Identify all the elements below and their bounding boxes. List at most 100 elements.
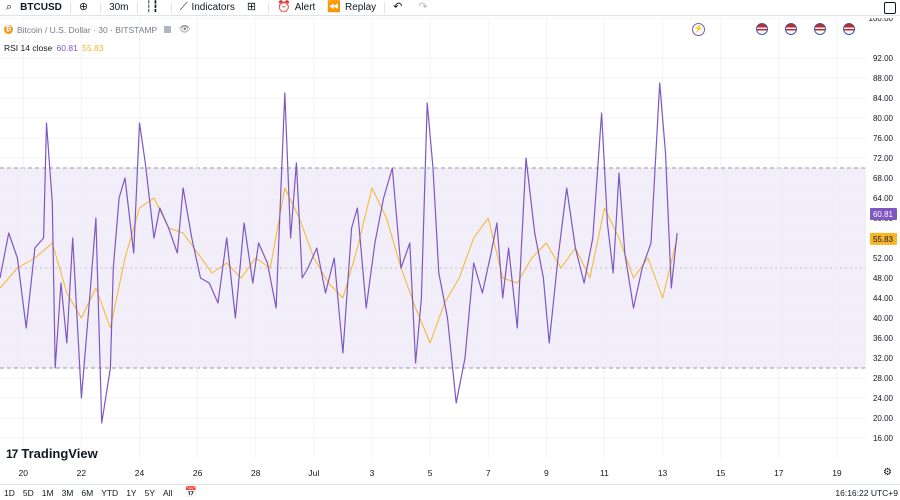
alert-label: Alert	[294, 2, 316, 13]
x-axis-tick-label: 5	[428, 468, 433, 478]
toolbar-divider	[100, 1, 102, 14]
eye-icon[interactable]: 👁	[179, 24, 191, 34]
y-axis-tick-label: 80.00	[873, 114, 894, 123]
x-axis-tick-label: Jul	[308, 468, 319, 478]
bitcoin-icon: ₿	[4, 25, 13, 34]
alert-button[interactable]: ⏰ Alert	[271, 0, 321, 16]
series-legend[interactable]: ₿ Bitcoin / U.S. Dollar · 30 · BITSTAMP …	[4, 24, 191, 35]
symbol-marker-icon	[164, 26, 172, 33]
x-axis-tick-label: 28	[251, 468, 261, 478]
us-flag-event-icon[interactable]	[843, 23, 855, 35]
calendar-icon[interactable]: 📅	[184, 487, 197, 498]
y-axis-tick-label: 36.00	[873, 334, 894, 343]
grid-icon: ⊞	[246, 1, 257, 13]
y-axis-tick-label: 28.00	[873, 374, 894, 383]
x-axis-tick-label: 9	[544, 468, 549, 478]
toolbar-divider	[384, 1, 386, 14]
y-axis-tick-label: 76.00	[873, 134, 894, 143]
alarm-clock-icon: ⏰	[277, 1, 291, 13]
toolbar-divider	[170, 1, 172, 14]
compare-button[interactable]: ⊕	[73, 0, 98, 16]
range-button[interactable]: 3M	[61, 487, 74, 498]
y-axis-tick-label: 52.00	[873, 254, 894, 263]
rsi-value: 60.81	[56, 43, 78, 53]
y-axis-tick-label: 24.00	[873, 394, 894, 403]
x-axis-tick-label: 7	[486, 468, 491, 478]
bottom-toolbar: 1D 5D 1M 3M 6M YTD 1Y 5Y All 📅 16:16:22 UTC+9	[0, 484, 900, 500]
indicators-icon: ⟋	[179, 1, 188, 13]
rsi-chart[interactable]: 16.00 20.00 24.00 28.00 32.00 36.00 40.00 44.00…	[0, 18, 900, 482]
us-flag-event-icon[interactable]	[756, 23, 768, 35]
lightning-icon[interactable]: ⚡	[692, 23, 705, 36]
toolbar-divider	[268, 1, 270, 14]
rsi-last-value-label-bg	[870, 207, 897, 220]
y-axis-tick-label: 88.00	[873, 74, 894, 83]
interval-button[interactable]: 30m	[103, 0, 134, 16]
symbol-search[interactable]: ⌕ BTCUSD	[0, 0, 68, 16]
rsi-line	[0, 82, 678, 424]
fullscreen-button[interactable]	[884, 2, 896, 14]
x-axis-tick-label: 17	[774, 468, 784, 478]
ma-last-value-label: 55.83	[873, 235, 894, 244]
y-axis-tick-label: 100.00	[869, 18, 894, 23]
toolbar-divider	[69, 1, 71, 14]
y-axis-tick-label: 92.00	[873, 54, 894, 63]
range-button[interactable]: 1D	[4, 487, 15, 498]
rewind-icon: ⏪	[327, 1, 342, 13]
tradingview-logo-text: TradingView	[21, 446, 98, 461]
x-axis-tick-label: 15	[716, 468, 726, 478]
x-axis-tick-label: 13	[658, 468, 668, 478]
candles-icon: ┆┇	[145, 1, 159, 13]
range-button[interactable]: All	[163, 487, 173, 498]
search-icon: ⌕	[6, 1, 13, 13]
y-axis-tick-label: 40.00	[873, 314, 894, 323]
undo-button[interactable]: ↶	[387, 0, 412, 16]
settings-gear-icon[interactable]: ⚙	[883, 467, 892, 478]
x-axis-tick-label: 26	[193, 468, 203, 478]
ma-last-value-label-bg	[870, 232, 897, 245]
templates-button[interactable]: ⊞	[241, 0, 266, 16]
rsi-last-value-label: 60.81	[873, 210, 894, 219]
redo-button[interactable]: ↷	[412, 0, 437, 16]
y-axis-tick-label: 20.00	[873, 414, 894, 423]
undo-icon: ↶	[393, 1, 403, 13]
range-button[interactable]: YTD	[101, 487, 119, 498]
x-axis-tick-label: 19	[832, 468, 842, 478]
plus-circle-icon: ⊕	[78, 1, 89, 13]
replay-label: Replay	[345, 2, 377, 13]
rsi-ma-line	[0, 187, 678, 344]
x-axis-tick-label: 24	[135, 468, 145, 478]
y-axis-tick-label: 64.00	[873, 194, 894, 203]
y-axis-tick-label: 68.00	[873, 174, 894, 183]
x-axis-tick-label: 20	[19, 468, 29, 478]
series-title: Bitcoin / U.S. Dollar · 30 · BITSTAMP	[17, 24, 158, 35]
indicator-name: RSI 14 close	[4, 43, 53, 53]
replay-button[interactable]: ⏪ Replay	[321, 0, 382, 16]
y-axis-tick-label: 16.00	[873, 434, 894, 443]
tradingview-logo[interactable]: 17 TradingView	[6, 446, 98, 461]
indicator-legend[interactable]: RSI 14 close 60.81 55.83	[4, 43, 104, 53]
range-button[interactable]: 6M	[81, 487, 94, 498]
symbol-label: BTCUSD	[20, 2, 62, 13]
y-axis-tick-label: 84.00	[873, 94, 894, 103]
redo-icon: ↷	[418, 1, 428, 13]
chart-type-button[interactable]: ┆┇	[140, 0, 169, 16]
y-axis-tick-label: 72.00	[873, 154, 894, 163]
y-axis-tick-label: 32.00	[873, 354, 894, 363]
x-axis-tick-label: 22	[77, 468, 87, 478]
indicators-label: Indicators	[191, 2, 235, 13]
range-button[interactable]: 5Y	[144, 487, 155, 498]
range-button[interactable]: 1M	[41, 487, 54, 498]
range-buttons: 1D 5D 1M 3M 6M YTD 1Y 5Y All	[0, 488, 176, 498]
clock[interactable]: 16:16:22 UTC+9	[835, 488, 898, 498]
tradingview-logo-mark: 17	[6, 446, 18, 461]
range-button[interactable]: 1Y	[126, 487, 137, 498]
x-axis-tick-label: 11	[600, 468, 609, 478]
us-flag-event-icon[interactable]	[785, 23, 797, 35]
range-button[interactable]: 5D	[22, 487, 34, 498]
ma-value: 55.83	[82, 43, 104, 53]
us-flag-event-icon[interactable]	[814, 23, 826, 35]
top-toolbar: ⌕ BTCUSD ⊕ 30m ┆┇ ⟋ Indicators ⊞ ⏰ Alert…	[0, 0, 900, 16]
x-axis-tick-label: 3	[370, 468, 375, 478]
indicators-button[interactable]: ⟋ Indicators	[174, 0, 241, 16]
